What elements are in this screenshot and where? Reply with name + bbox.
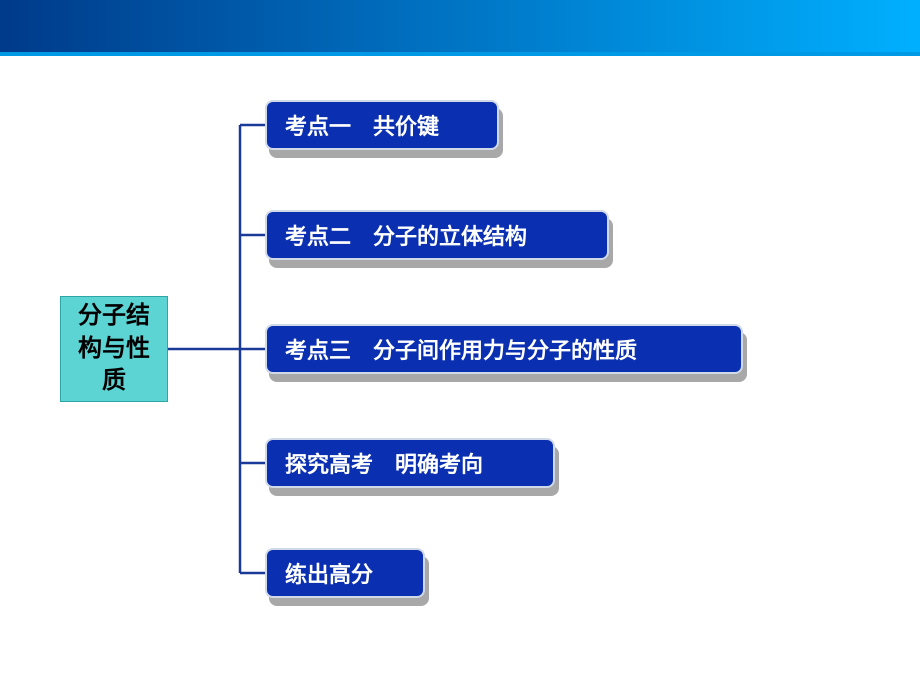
topic-label: 考点二 分子的立体结构 [285,219,527,251]
topic-label: 探究高考 明确考向 [285,447,483,479]
topic-label: 考点一 共价键 [285,109,439,141]
topic-label: 练出高分 [285,557,373,589]
top-banner [0,0,920,56]
banner-gradient [0,0,920,52]
topic-box-1[interactable]: 考点一 共价键 [265,100,499,150]
topic-label: 考点三 分子间作用力与分子的性质 [285,333,637,365]
root-topic-box: 分子结 构与性 质 [60,296,168,402]
topic-box-3[interactable]: 考点三 分子间作用力与分子的性质 [265,324,743,374]
topic-box-5[interactable]: 练出高分 [265,548,425,598]
topic-box-4[interactable]: 探究高考 明确考向 [265,438,555,488]
banner-underline [0,52,920,56]
topic-box-2[interactable]: 考点二 分子的立体结构 [265,210,609,260]
